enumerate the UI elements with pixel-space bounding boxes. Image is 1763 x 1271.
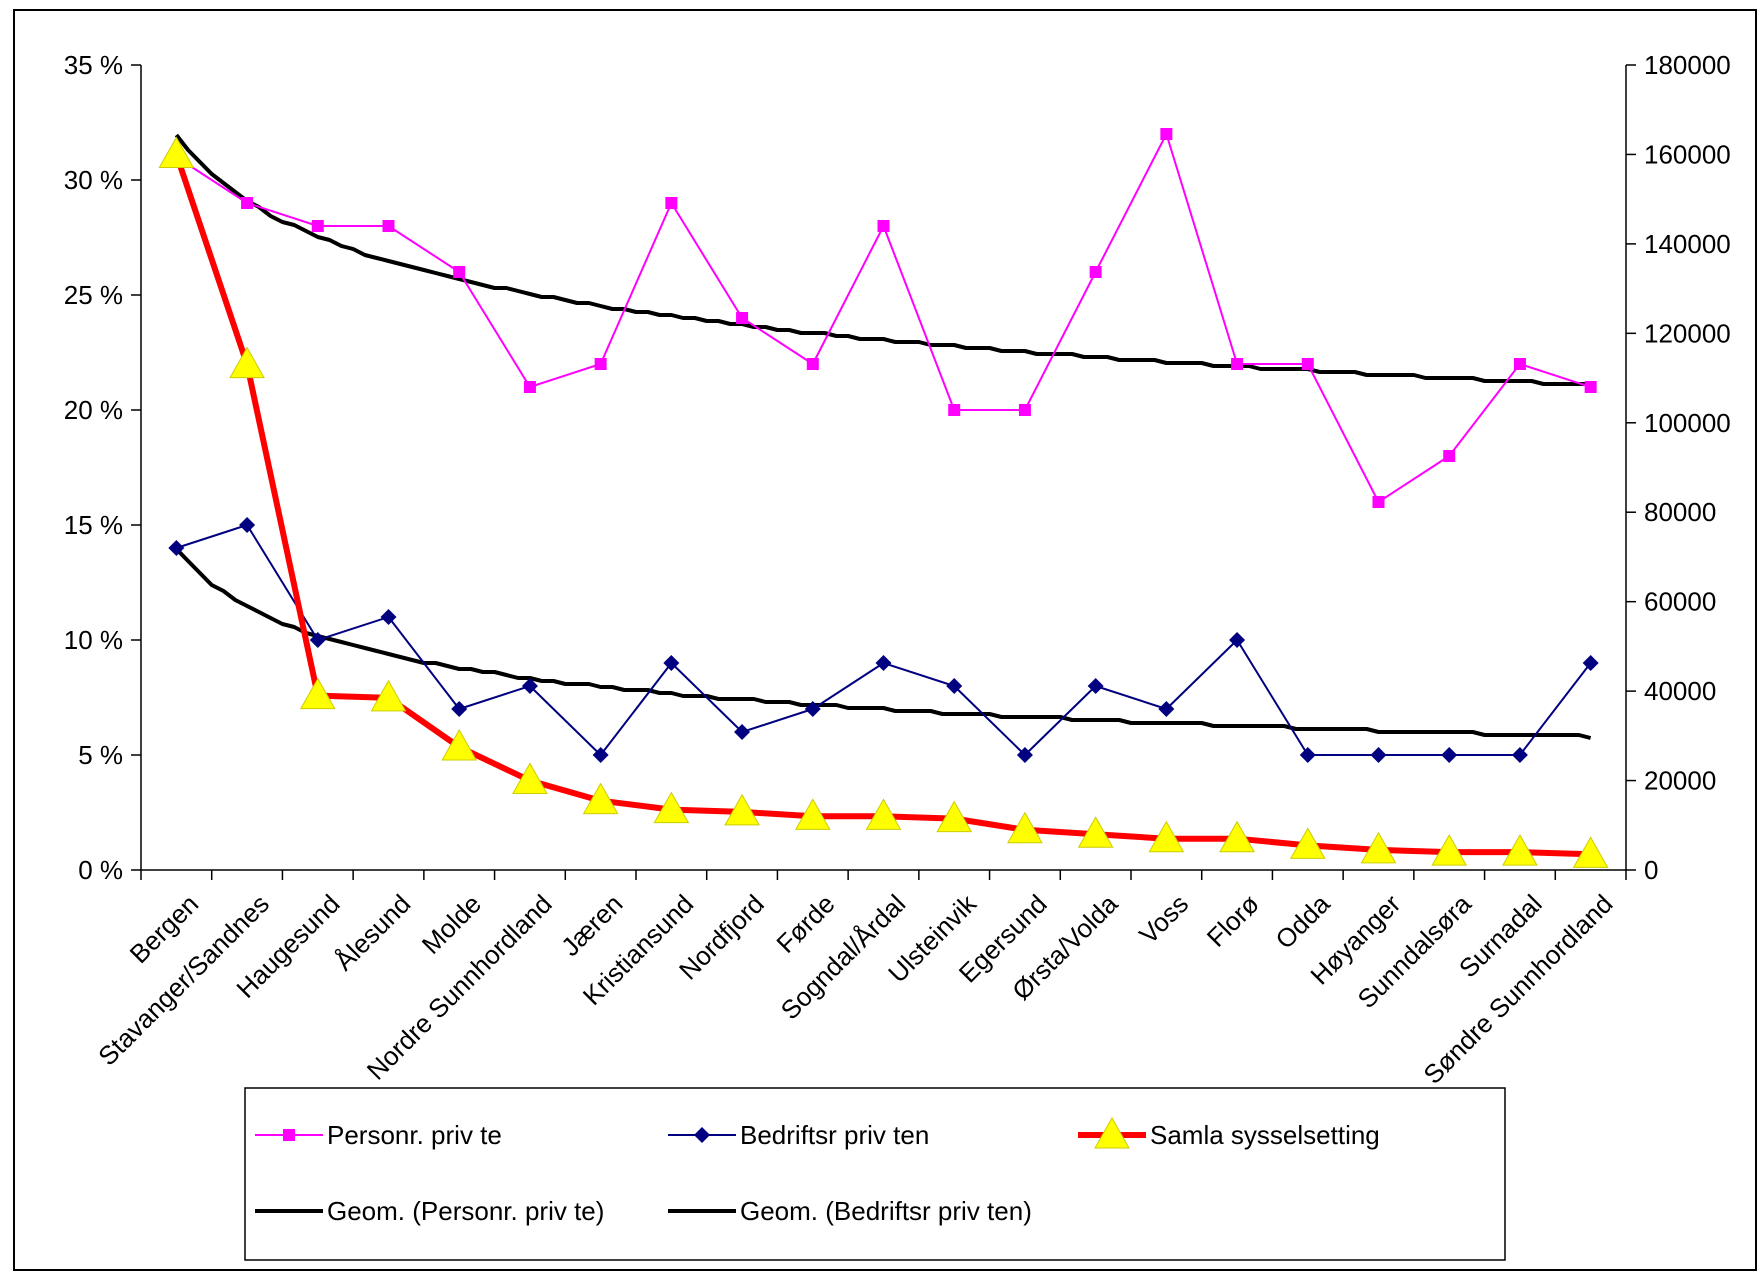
data-point <box>1372 496 1385 508</box>
y-left-tick-label: 15 % <box>64 510 123 540</box>
y-right-tick-label: 140000 <box>1644 229 1731 259</box>
data-point <box>736 312 749 324</box>
data-point <box>1289 827 1326 859</box>
data-point <box>877 220 890 232</box>
data-point <box>665 197 678 209</box>
data-point <box>582 782 619 815</box>
data-point <box>936 800 973 833</box>
trend-line <box>174 133 1591 386</box>
legend: Personr. priv te Bedriftsr priv ten Samla … <box>244 1087 1506 1261</box>
series-group <box>158 128 1609 868</box>
data-point <box>168 540 185 556</box>
data-point <box>1443 450 1456 462</box>
data-point <box>592 747 609 763</box>
y-right-tick-label: 180000 <box>1644 50 1731 80</box>
data-point <box>512 762 548 795</box>
y-right-tick-label: 0 <box>1644 855 1658 885</box>
data-point <box>451 701 468 717</box>
legend-label: Bedriftsr priv ten <box>740 1120 929 1150</box>
data-point <box>804 701 821 717</box>
y-right-tick-label: 160000 <box>1644 139 1731 169</box>
data-point <box>1513 358 1526 370</box>
data-point <box>1441 747 1458 763</box>
y-right-tick-label: 20000 <box>1644 766 1716 796</box>
data-point <box>380 609 397 625</box>
data-point <box>1016 747 1033 763</box>
data-point <box>370 679 407 712</box>
data-point <box>1301 358 1314 370</box>
data-point <box>1582 655 1599 671</box>
data-point <box>158 136 195 168</box>
data-point <box>241 197 254 209</box>
data-point <box>806 358 819 370</box>
y-right-tick-label: 100000 <box>1644 408 1731 438</box>
legend-marker <box>283 1129 295 1141</box>
y-left-tick-label: 0 % <box>78 855 123 885</box>
data-point <box>239 517 256 533</box>
data-point <box>299 677 336 710</box>
data-point <box>653 791 690 824</box>
data-point <box>309 632 326 648</box>
chart-border <box>13 9 1757 1271</box>
y-left-tick-label: 20 % <box>64 395 123 425</box>
data-point <box>1018 404 1031 416</box>
legend-label: Samla sysselsetting <box>1150 1120 1380 1150</box>
data-point <box>1299 747 1316 763</box>
legend-marker <box>1094 1116 1130 1149</box>
data-point <box>663 655 680 671</box>
data-point <box>441 728 478 761</box>
y-left-tick-label: 30 % <box>64 165 123 195</box>
data-point <box>1219 820 1255 853</box>
data-point <box>311 220 324 232</box>
data-point <box>1431 834 1468 866</box>
data-point <box>1229 632 1246 648</box>
data-point <box>453 266 466 278</box>
y-right-tick-label: 40000 <box>1644 676 1716 706</box>
data-point <box>1158 701 1175 717</box>
y-left-tick-label: 5 % <box>78 740 123 770</box>
y-right-tick-label: 120000 <box>1644 318 1731 348</box>
y-left-tick-label: 35 % <box>64 50 123 80</box>
data-point <box>1502 834 1538 866</box>
trend-line <box>174 547 1592 740</box>
legend-label: Personr. priv te <box>327 1120 502 1150</box>
y-right-tick-label: 60000 <box>1644 587 1716 617</box>
y-right-tick-label: 80000 <box>1644 497 1716 527</box>
data-point <box>229 346 265 379</box>
y-left-tick-label: 25 % <box>64 280 123 310</box>
axes-group: 0 % 5 % 10 % 15 % 20 % 25 % 30 % 35 % 0 20000 4000… <box>64 50 1731 885</box>
data-point <box>1572 836 1609 868</box>
y-left-tick-label: 10 % <box>64 625 123 655</box>
legend-box <box>244 1087 1506 1261</box>
data-point <box>1007 811 1043 844</box>
data-point <box>523 381 536 393</box>
legend-label: Geom. (Personr. priv te) <box>327 1196 604 1226</box>
data-point <box>1148 820 1185 853</box>
data-point <box>594 358 607 370</box>
legend-marker <box>694 1127 710 1143</box>
data-point <box>1087 678 1104 694</box>
data-point <box>794 798 831 830</box>
data-point <box>1511 747 1528 763</box>
data-point <box>1360 831 1397 864</box>
legend-label: Geom. (Bedriftsr priv ten) <box>740 1196 1032 1226</box>
trend-lines <box>174 133 1592 740</box>
data-point <box>948 404 961 416</box>
data-point <box>1370 747 1387 763</box>
data-point <box>382 220 395 232</box>
data-point <box>1077 816 1114 848</box>
data-point <box>724 793 760 826</box>
data-point <box>1160 128 1173 140</box>
data-point <box>875 655 892 671</box>
data-point <box>734 724 751 740</box>
data-point <box>1089 266 1102 278</box>
data-point <box>946 678 963 694</box>
data-point <box>521 678 538 694</box>
data-point <box>865 798 902 830</box>
data-point <box>1231 358 1244 370</box>
data-point <box>1584 381 1597 393</box>
